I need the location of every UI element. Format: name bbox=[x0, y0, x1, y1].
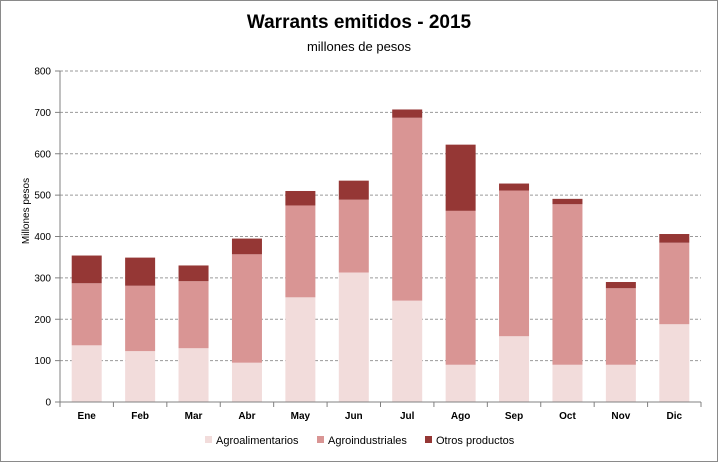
bar-ago-series-2 bbox=[445, 144, 476, 211]
x-tick-label: Dic bbox=[667, 411, 683, 422]
bar-jul-series-2 bbox=[392, 109, 423, 118]
bars bbox=[71, 109, 690, 402]
bar-feb-series-0 bbox=[125, 351, 156, 402]
bar-dic-series-2 bbox=[659, 234, 690, 243]
bar-jul-series-1 bbox=[392, 117, 423, 301]
x-tick-labels: Ene Feb Mar Abr May Jun Jul Ago Sep Oct Nov Dic bbox=[78, 411, 683, 422]
bar-nov-series-2 bbox=[605, 282, 636, 289]
x-tick-label: May bbox=[291, 411, 311, 422]
x-tick-label: Abr bbox=[238, 411, 255, 422]
chart-subtitle: millones de pesos bbox=[307, 39, 412, 54]
bar-jun-series-2 bbox=[338, 180, 369, 200]
bar-feb-series-2 bbox=[125, 257, 156, 286]
bar-sep-series-1 bbox=[499, 190, 530, 337]
y-tick-label: 200 bbox=[34, 315, 51, 326]
y-tick-label: 400 bbox=[34, 232, 51, 243]
bar-dic-series-0 bbox=[659, 324, 690, 402]
bar-may-series-1 bbox=[285, 205, 316, 298]
y-tick-label: 300 bbox=[34, 273, 51, 284]
x-tick-label: Jun bbox=[345, 411, 363, 422]
bar-abr-series-2 bbox=[231, 238, 262, 255]
x-tick-label: Nov bbox=[611, 411, 630, 422]
y-tick-labels: 0 100 200 300 400 500 600 700 800 bbox=[34, 67, 51, 409]
axes bbox=[55, 70, 702, 407]
bar-jul-series-0 bbox=[392, 300, 423, 402]
legend-item: Otros productos bbox=[425, 435, 515, 447]
x-tick-label: Ago bbox=[451, 411, 470, 422]
bar-jun-series-0 bbox=[338, 272, 369, 402]
y-tick-label: 500 bbox=[34, 191, 51, 202]
legend-label: Agroalimentarios bbox=[216, 435, 299, 447]
bar-mar-series-1 bbox=[178, 281, 209, 349]
y-tick-label: 800 bbox=[34, 67, 51, 78]
x-tick-label: Ene bbox=[78, 411, 97, 422]
y-tick-label: 600 bbox=[34, 149, 51, 160]
bar-nov-series-0 bbox=[605, 364, 636, 402]
legend-label: Agroindustriales bbox=[328, 435, 407, 447]
bar-oct-series-2 bbox=[552, 198, 583, 205]
gridlines bbox=[60, 70, 701, 362]
legend-swatch bbox=[425, 436, 432, 443]
bar-ene-series-1 bbox=[71, 283, 102, 346]
bar-may-series-0 bbox=[285, 297, 316, 402]
legend-item: Agroalimentarios bbox=[205, 435, 299, 447]
bar-ene-series-2 bbox=[71, 255, 102, 284]
bar-abr-series-1 bbox=[231, 254, 262, 363]
bar-ago-series-0 bbox=[445, 364, 476, 402]
legend: Agroalimentarios Agroindustriales Otros pr… bbox=[205, 435, 515, 447]
bar-oct-series-1 bbox=[552, 204, 583, 365]
x-tick-label: Oct bbox=[559, 411, 576, 422]
bar-dic-series-1 bbox=[659, 242, 690, 325]
bar-feb-series-1 bbox=[125, 285, 156, 352]
bar-mar-series-2 bbox=[178, 265, 209, 282]
bar-sep-series-2 bbox=[499, 183, 530, 191]
y-tick-label: 700 bbox=[34, 108, 51, 119]
bar-abr-series-0 bbox=[231, 362, 262, 402]
x-tick-label: Feb bbox=[131, 411, 149, 422]
bar-ago-series-1 bbox=[445, 210, 476, 365]
y-tick-label: 0 bbox=[45, 398, 51, 409]
bar-jun-series-1 bbox=[338, 199, 369, 273]
legend-label: Otros productos bbox=[436, 435, 515, 447]
y-tick-label: 100 bbox=[34, 356, 51, 367]
chart-title: Warrants emitidos - 2015 bbox=[247, 12, 472, 33]
bar-ene-series-0 bbox=[71, 345, 102, 402]
x-tick-label: Mar bbox=[185, 411, 203, 422]
bar-sep-series-0 bbox=[499, 336, 530, 402]
bar-mar-series-0 bbox=[178, 348, 209, 402]
legend-swatch bbox=[205, 436, 212, 443]
y-axis-label: Millones pesos bbox=[21, 178, 32, 244]
legend-swatch bbox=[317, 436, 324, 443]
bar-oct-series-0 bbox=[552, 364, 583, 402]
x-tick-label: Sep bbox=[505, 411, 523, 422]
legend-item: Agroindustriales bbox=[317, 435, 407, 447]
bar-may-series-2 bbox=[285, 190, 316, 206]
bar-nov-series-1 bbox=[605, 288, 636, 365]
x-tick-label: Jul bbox=[400, 411, 415, 422]
